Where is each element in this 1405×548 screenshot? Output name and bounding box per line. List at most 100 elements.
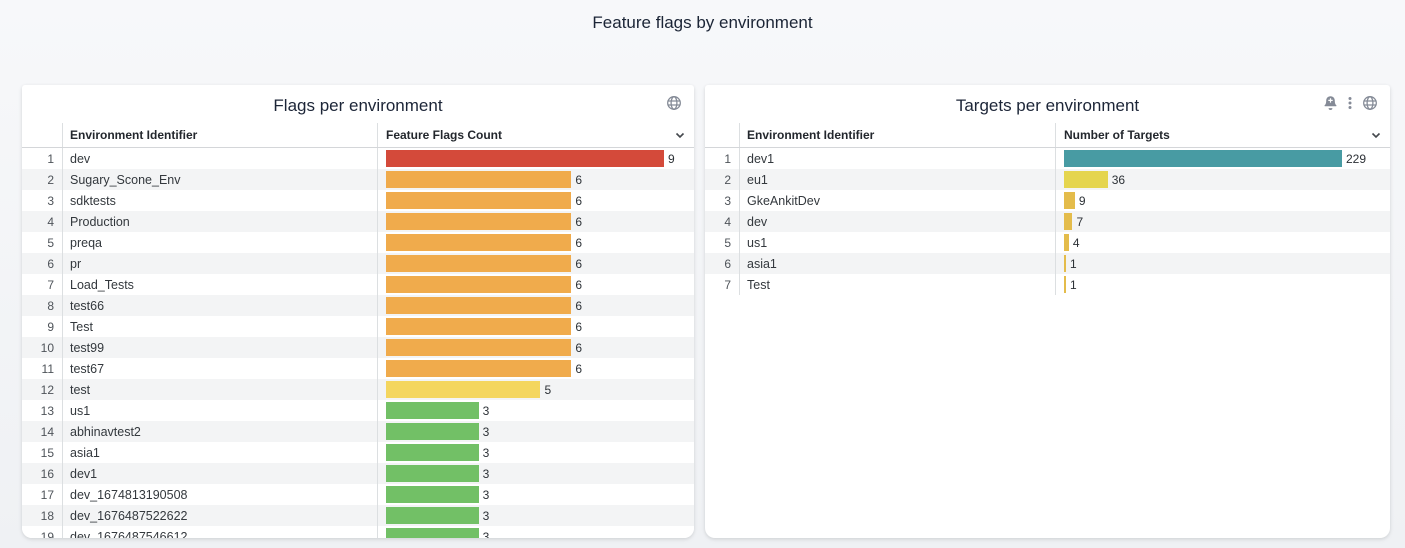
environment-name-cell: test	[62, 379, 377, 400]
table-row: 11 test67 6	[22, 358, 694, 379]
row-number: 2	[47, 172, 54, 187]
bar-gauge-cell: 3	[377, 505, 694, 526]
table-row: 18 dev_1676487522622 3	[22, 505, 694, 526]
row-number: 13	[40, 403, 54, 418]
bar-value: 7	[1076, 214, 1084, 229]
table-row: 6 pr 6	[22, 253, 694, 274]
bar-value: 6	[575, 214, 583, 229]
table-row: 5 preqa 6	[22, 232, 694, 253]
bell-plus-icon[interactable]	[1323, 95, 1338, 111]
environment-name-cell: dev_1674813190508	[62, 484, 377, 505]
chevron-down-icon[interactable]	[674, 129, 686, 141]
row-number: 7	[47, 277, 54, 292]
bar	[1064, 276, 1066, 293]
row-number: 2	[724, 172, 731, 187]
bar-value: 6	[575, 172, 583, 187]
column-header-feature-flags-count[interactable]: Feature Flags Count	[386, 128, 503, 142]
table-row: 4 dev 7	[705, 211, 1390, 232]
table-header-row: Environment Identifier Number of Targets	[705, 123, 1390, 148]
bar-value: 3	[482, 403, 490, 418]
bar-gauge-cell: 6	[377, 274, 694, 295]
bar-value: 3	[482, 508, 490, 523]
panel-header: Flags per environment	[22, 85, 694, 123]
bar-value: 9	[1078, 193, 1086, 208]
bar	[386, 234, 572, 251]
bar-gauge-cell: 5	[377, 379, 694, 400]
environment-name-cell: asia1	[62, 442, 377, 463]
bar-gauge-cell: 3	[377, 484, 694, 505]
bar	[386, 318, 572, 335]
table-row: 2 eu1 36	[705, 169, 1390, 190]
bar-gauge-cell: 6	[377, 358, 694, 379]
row-number: 10	[40, 340, 54, 355]
bar-gauge-cell: 6	[377, 316, 694, 337]
row-number: 3	[724, 193, 731, 208]
row-number-header	[22, 123, 62, 147]
chevron-down-icon[interactable]	[1370, 129, 1382, 141]
bar-gauge-cell: 1	[1055, 253, 1390, 274]
bar	[386, 276, 572, 293]
table-row: 12 test 5	[22, 379, 694, 400]
bar-gauge-cell: 4	[1055, 232, 1390, 253]
table-row: 3 sdktests 6	[22, 190, 694, 211]
page-title: Feature flags by environment	[592, 13, 813, 32]
bar-gauge-cell: 6	[377, 295, 694, 316]
column-header-number-of-targets[interactable]: Number of Targets	[1064, 128, 1170, 142]
bar-gauge-cell: 6	[377, 169, 694, 190]
bar	[386, 297, 572, 314]
bar-gauge-cell: 9	[377, 148, 694, 169]
bar-gauge-cell: 6	[377, 232, 694, 253]
globe-icon[interactable]	[666, 95, 682, 111]
environment-name-cell: dev_1676487546612	[62, 526, 377, 538]
row-number: 6	[47, 256, 54, 271]
bar-value: 6	[575, 298, 583, 313]
panel-icon-group	[1323, 95, 1378, 111]
row-number: 5	[724, 235, 731, 250]
environment-name-cell: dev1	[739, 148, 1055, 169]
row-number: 4	[724, 214, 731, 229]
bar-gauge-cell: 6	[377, 253, 694, 274]
panel-icon-group	[666, 95, 682, 111]
panel-title[interactable]: Flags per environment	[273, 96, 443, 115]
table-row: 9 Test 6	[22, 316, 694, 337]
bar-gauge-cell: 229	[1055, 148, 1390, 169]
bar	[386, 255, 572, 272]
table-row: 5 us1 4	[705, 232, 1390, 253]
bar-gauge-cell: 7	[1055, 211, 1390, 232]
row-number: 1	[724, 151, 731, 166]
environment-name-cell: eu1	[739, 169, 1055, 190]
panel-title[interactable]: Targets per environment	[955, 96, 1140, 115]
globe-icon[interactable]	[1362, 95, 1378, 111]
bar-value: 6	[575, 340, 583, 355]
table-row: 15 asia1 3	[22, 442, 694, 463]
bar	[386, 213, 572, 230]
bar	[386, 150, 664, 167]
bar-value: 1	[1070, 277, 1077, 292]
bar	[386, 444, 479, 461]
environment-name-cell: test67	[62, 358, 377, 379]
bar	[386, 171, 572, 188]
table-row: 17 dev_1674813190508 3	[22, 484, 694, 505]
kebab-menu-icon[interactable]	[1348, 95, 1352, 111]
bar-value: 6	[575, 277, 583, 292]
environment-name-cell: dev	[739, 211, 1055, 232]
bar-value: 4	[1072, 235, 1080, 250]
table-row: 10 test99 6	[22, 337, 694, 358]
bar-value: 3	[482, 487, 490, 502]
environment-name-cell: dev_1676487522622	[62, 505, 377, 526]
table-body: 1 dev1 229 2 eu1 36 3 GkeAnkitDev 9 4 dev 7 5 us1 4 6 as…	[705, 148, 1390, 295]
bar-gauge-cell: 3	[377, 421, 694, 442]
bar-value: 6	[575, 193, 583, 208]
bar	[1064, 255, 1066, 272]
column-header-environment-identifier[interactable]: Environment Identifier	[62, 123, 377, 147]
bar	[386, 507, 479, 524]
environment-name-cell: asia1	[739, 253, 1055, 274]
row-number: 1	[47, 151, 54, 166]
table-row: 19 dev_1676487546612 3	[22, 526, 694, 538]
table-row: 7 Load_Tests 6	[22, 274, 694, 295]
row-number: 6	[724, 256, 731, 271]
bar-gauge-cell: 6	[377, 211, 694, 232]
panel-targets-per-environment: Targets per environment	[705, 85, 1390, 538]
column-header-environment-identifier[interactable]: Environment Identifier	[739, 123, 1055, 147]
row-number: 11	[41, 361, 54, 376]
